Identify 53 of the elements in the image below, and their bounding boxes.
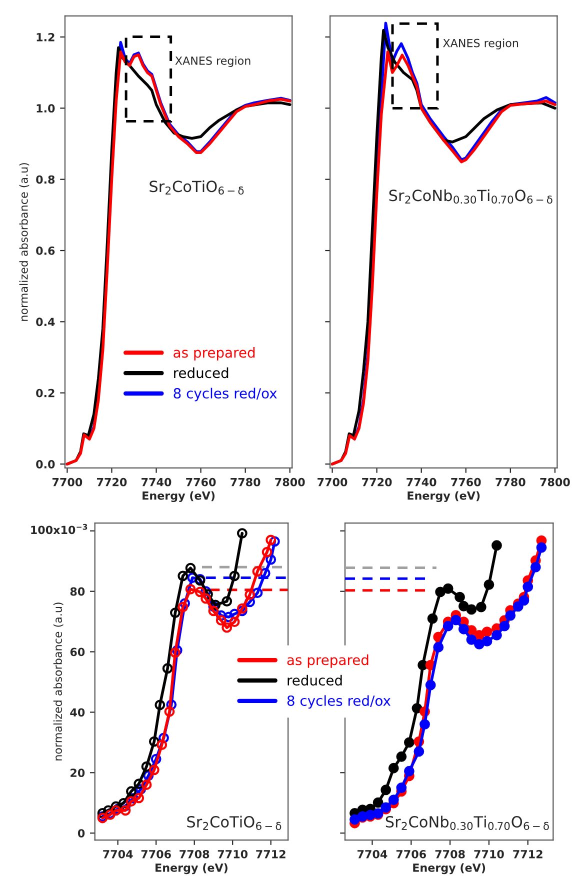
x-tick-label: 7740 — [142, 478, 172, 486]
y-axis-title: normalized absorbance (a.u) — [19, 163, 30, 321]
y-tick-label: 0.6 — [36, 246, 55, 255]
y-tick-label: 80 — [70, 587, 85, 596]
y-tick-label: 0 — [78, 829, 85, 838]
legend-label: 8 cycles red/ox — [287, 695, 391, 709]
legend-label: as prepared — [174, 347, 255, 360]
x-tick-label: 7708 — [180, 850, 210, 858]
y-tick-label: 0.2 — [36, 388, 54, 398]
text: 100x10$^{−3}$ — [31, 524, 88, 534]
y-tick-label: 60 — [70, 648, 85, 656]
legend-label: as prepared — [287, 654, 368, 668]
legend-label: 8 cycles red/ox — [174, 388, 277, 402]
x-axis-title: Energy (eV) — [413, 863, 486, 874]
x-tick-label: 7800 — [275, 478, 305, 486]
legend-label: reduced — [288, 674, 342, 686]
x-tick-label: 7706 — [141, 850, 171, 858]
x-tick-label: 7780 — [496, 478, 526, 486]
y-tick-label: 1.0 — [36, 104, 55, 113]
x-tick-label: 7740 — [406, 478, 436, 486]
x-axis-title: Energy (eV) — [408, 491, 480, 502]
y-tick-label: 0.8 — [36, 175, 55, 184]
x-tick-label: 7712 — [256, 850, 286, 858]
y-tick-label: 20 — [70, 768, 85, 778]
x-tick-label: 7760 — [451, 478, 481, 486]
annotation: XANES region — [443, 38, 518, 50]
x-tick-label: 7710 — [474, 850, 504, 858]
x-tick-label: 7700 — [318, 478, 348, 486]
x-tick-label: 7706 — [396, 850, 426, 858]
y-tick-label: 0.4 — [36, 318, 55, 326]
x-tick-label: 7704 — [103, 850, 133, 858]
x-tick-label: 7708 — [435, 850, 465, 858]
y-axis-title: normalized absorbance (a.u) — [53, 602, 64, 760]
x-tick-label: 7712 — [513, 850, 542, 858]
legend-label: reduced — [174, 367, 228, 378]
x-tick-label: 7704 — [358, 850, 388, 858]
annotation: Sr$_{2}$CoTiO$_{6−δ}$ — [187, 816, 282, 830]
x-tick-label: 7800 — [540, 478, 570, 486]
annotation: Sr$_{2}$CoNb$_{0.30}$Ti$_{0.70}$O$_{6−δ}$ — [386, 816, 549, 830]
x-tick-label: 7710 — [218, 850, 248, 858]
x-tick-label: 7700 — [52, 478, 82, 486]
x-axis-title: Energy (eV) — [156, 863, 228, 874]
annotation: XANES region — [175, 56, 250, 68]
x-tick-label: 7720 — [97, 478, 127, 486]
y-tick-label: 0.0 — [36, 460, 55, 468]
x-axis-title: Energy (eV) — [142, 491, 215, 502]
x-tick-label: 7720 — [362, 478, 392, 486]
annotation: Sr$_{2}$CoTiO$_{6−δ}$ — [150, 180, 244, 195]
y-tick-label: 40 — [70, 708, 85, 717]
x-tick-label: 7760 — [186, 478, 216, 486]
x-tick-label: 7780 — [230, 478, 260, 486]
y-tick-label: 1.2 — [36, 32, 54, 42]
annotation: Sr$_{2}$CoNb$_{0.30}$Ti$_{0.70}$O$_{6−δ}$ — [389, 189, 552, 204]
